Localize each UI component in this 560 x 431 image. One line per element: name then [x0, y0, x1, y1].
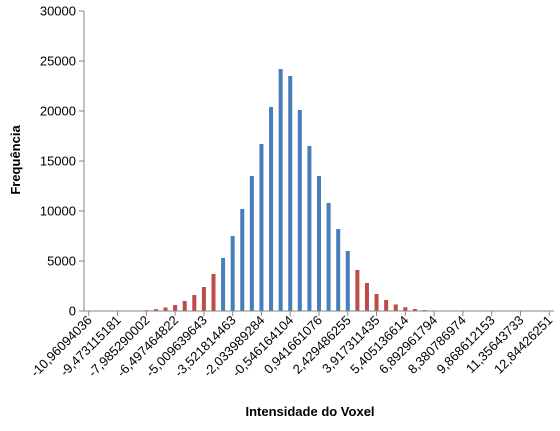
histogram-bar: [221, 258, 226, 311]
y-axis-title: Frequência: [8, 125, 23, 195]
y-tick-label: 15000: [40, 154, 76, 169]
histogram-bar: [269, 107, 274, 311]
histogram-bar: [393, 304, 398, 311]
histogram-bar: [336, 229, 341, 311]
histogram-bar: [240, 209, 245, 311]
histogram-bar: [192, 295, 197, 311]
histogram-bar: [355, 270, 360, 311]
histogram-bar: [412, 309, 417, 311]
x-axis: -10,96094036-9,473115181-7,985290002-6,4…: [28, 310, 555, 380]
histogram-bar: [163, 307, 168, 311]
histogram-bar: [326, 203, 331, 311]
histogram-bar: [259, 144, 264, 311]
histogram-bar: [364, 283, 369, 311]
histogram-bar: [230, 236, 235, 311]
histogram-bar: [297, 110, 302, 311]
x-axis-title: Intensidade do Voxel: [245, 404, 374, 419]
y-tick-label: 5000: [47, 254, 76, 269]
histogram-bar: [201, 287, 206, 311]
histogram-bar: [173, 305, 178, 311]
y-tick-label: 25000: [40, 54, 76, 69]
histogram-bar: [249, 176, 254, 311]
bars-layer: [125, 69, 446, 311]
y-tick-label: 30000: [40, 4, 76, 19]
histogram-bar: [211, 274, 216, 311]
histogram-bar: [153, 309, 158, 311]
y-tick-label: 0: [69, 304, 76, 319]
y-axis: 0 5000 10000 15000 20000 25000 30000: [40, 4, 85, 319]
histogram-bar: [345, 251, 350, 311]
histogram-bar: [288, 76, 293, 311]
histogram-bar: [316, 176, 322, 311]
histogram-bar: [307, 146, 312, 311]
histogram-bar: [182, 301, 187, 311]
histogram-bar: [278, 69, 283, 311]
histogram-bar: [384, 300, 389, 311]
histogram-bar: [403, 307, 408, 311]
y-tick-label: 20000: [40, 104, 76, 119]
y-tick-label: 10000: [40, 204, 76, 219]
histogram-bar: [374, 294, 379, 311]
